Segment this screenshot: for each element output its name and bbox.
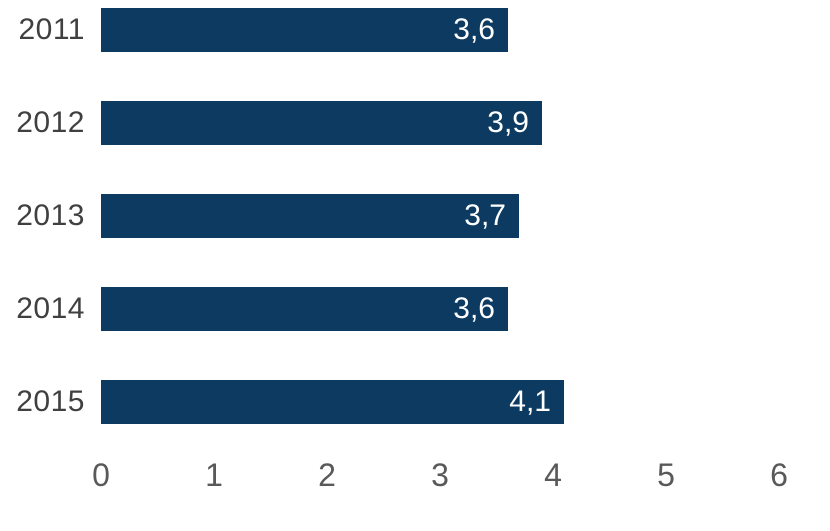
bar-value-label: 4,1 <box>509 385 551 418</box>
x-tick-label: 1 <box>205 457 223 493</box>
bar-row: 2011 3,6 <box>0 8 830 52</box>
category-label: 2015 <box>16 385 85 418</box>
x-tick-label: 6 <box>770 457 788 493</box>
category-label: 2014 <box>16 292 85 325</box>
bar-value-label: 3,6 <box>453 13 495 46</box>
bar-2014: 3,6 <box>101 287 508 331</box>
category-label: 2013 <box>16 199 85 232</box>
x-axis: 0 1 2 3 4 5 6 <box>0 453 830 498</box>
bar-row: 2013 3,7 <box>0 194 830 238</box>
bar-2015: 4,1 <box>101 380 564 424</box>
x-tick-label: 4 <box>544 457 562 493</box>
bar-2012: 3,9 <box>101 101 542 145</box>
x-tick-label: 5 <box>657 457 675 493</box>
bar-value-label: 3,7 <box>464 199 506 232</box>
bar-2011: 3,6 <box>101 8 508 52</box>
x-tick-label: 2 <box>318 457 336 493</box>
bar-value-label: 3,6 <box>453 292 495 325</box>
category-label: 2011 <box>18 13 85 46</box>
category-label: 2012 <box>16 106 85 139</box>
bar-value-label: 3,9 <box>487 106 529 139</box>
x-tick-label: 3 <box>431 457 449 493</box>
bar-row: 2014 3,6 <box>0 287 830 331</box>
x-tick-label: 0 <box>92 457 110 493</box>
bar-2013: 3,7 <box>101 194 519 238</box>
bar-row: 2015 4,1 <box>0 380 830 424</box>
bar-row: 2012 3,9 <box>0 101 830 145</box>
